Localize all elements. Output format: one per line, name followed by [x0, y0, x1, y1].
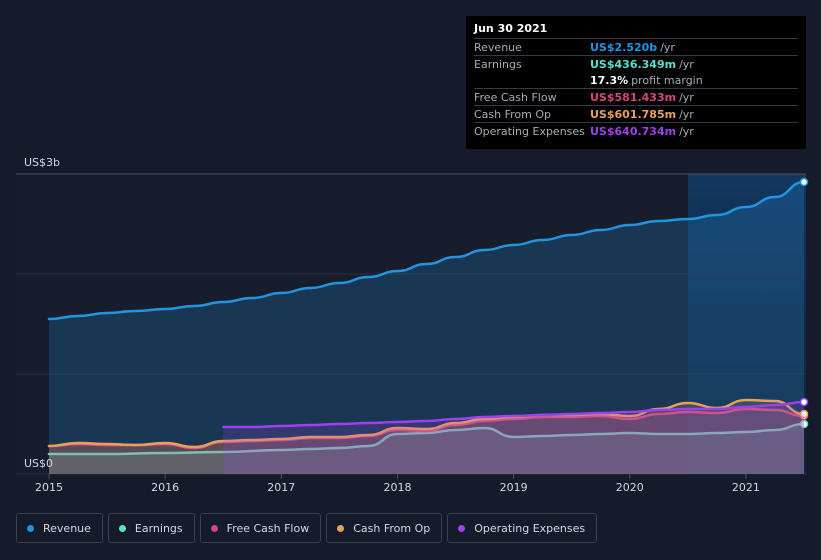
legend-label: Free Cash Flow [226, 521, 310, 535]
legend-label: Revenue [43, 521, 91, 535]
tooltip-row-free-cash-flow: Free Cash Flow US$581.433m /yr [474, 88, 798, 105]
series-revenue [47, 177, 809, 474]
free-cash-flow-dot-icon [210, 524, 218, 532]
legend-label: Operating Expenses [474, 521, 586, 535]
legend-item-revenue[interactable]: Revenue [16, 513, 103, 543]
tooltip-row-profit-margin: 17.3% profit margin [474, 72, 798, 88]
revenue-dot-icon [27, 524, 34, 532]
legend-item-earnings[interactable]: Earnings [107, 513, 195, 543]
tooltip-label: Operating Expenses [474, 124, 585, 138]
tooltip: Jun 30 2021 Revenue US$2.520b /yr Earnin… [466, 16, 806, 149]
series-operating-expenses [221, 397, 809, 474]
revenue-end-point [799, 177, 809, 187]
y-tick-label: US$3b [24, 156, 60, 169]
x-tick-label: 2017 [267, 481, 295, 494]
operating-expenses-area [223, 402, 804, 474]
tooltip-row-operating-expenses: Operating Expenses US$640.734m /yr [474, 122, 798, 139]
x-tick-label: 2018 [383, 481, 411, 494]
series-cash-from-op [47, 398, 809, 474]
series-earnings [47, 419, 809, 474]
tooltip-label: Cash From Op [474, 107, 552, 121]
tooltip-row-earnings: Earnings US$436.349m /yr [474, 55, 798, 72]
highlight-region [688, 174, 806, 474]
cash-from-op-dot-icon [337, 524, 345, 532]
earnings-line [47, 422, 806, 456]
earnings-area [49, 424, 804, 474]
legend-label: Cash From Op [353, 521, 431, 535]
legend-label: Earnings [134, 521, 183, 535]
tooltip-value: US$581.433m [590, 90, 677, 104]
cash-from-op-area [49, 400, 804, 474]
revenue-area [49, 182, 804, 474]
tooltip-unit: profit margin [631, 73, 703, 87]
tooltip-value: US$2.520b [590, 40, 658, 54]
legend-item-free-cash-flow[interactable]: Free Cash Flow [199, 513, 322, 543]
tooltip-value: US$436.349m [590, 57, 677, 71]
tooltip-unit: /yr [660, 40, 675, 54]
legend-item-operating-expenses[interactable]: Operating Expenses [447, 513, 598, 543]
tooltip-label: Free Cash Flow [474, 90, 557, 104]
tooltip-unit: /yr [679, 90, 694, 104]
operating-expenses-dot-icon [458, 524, 466, 532]
tooltip-row-cash-from-op: Cash From Op US$601.785m /yr [474, 105, 798, 122]
tooltip-unit: /yr [679, 124, 694, 138]
operating-expenses-line [221, 400, 806, 429]
tooltip-label: Earnings [474, 57, 522, 71]
tooltip-label: Revenue [474, 40, 522, 54]
legend-item-cash-from-op[interactable]: Cash From Op [326, 513, 443, 543]
operating-expenses-end-point [799, 397, 809, 407]
earnings-dot-icon [118, 524, 126, 532]
x-tick-label: 2020 [616, 481, 644, 494]
free-cash-flow-area [49, 409, 804, 474]
tooltip-unit: /yr [679, 107, 694, 121]
tooltip-unit: /yr [679, 57, 694, 71]
x-tick-label: 2015 [35, 481, 63, 494]
x-tick-label: 2016 [151, 481, 179, 494]
cash-from-op-line [47, 398, 806, 449]
x-tick-label: 2019 [500, 481, 528, 494]
tooltip-date: Jun 30 2021 [474, 22, 548, 35]
tooltip-row-revenue: Revenue US$2.520b /yr [474, 38, 798, 55]
tooltip-value: US$640.734m [590, 124, 677, 138]
legend: Revenue Earnings Free Cash Flow Cash Fro… [16, 513, 598, 543]
plot-background [16, 174, 806, 474]
tooltip-value: US$601.785m [590, 107, 677, 121]
tooltip-value: 17.3% [590, 73, 629, 87]
y-tick-label: US$0 [24, 457, 53, 470]
x-tick-label: 2021 [732, 481, 760, 494]
cash-from-op-end-point [799, 409, 809, 419]
revenue-line [47, 180, 806, 321]
earnings-end-point [799, 419, 809, 429]
